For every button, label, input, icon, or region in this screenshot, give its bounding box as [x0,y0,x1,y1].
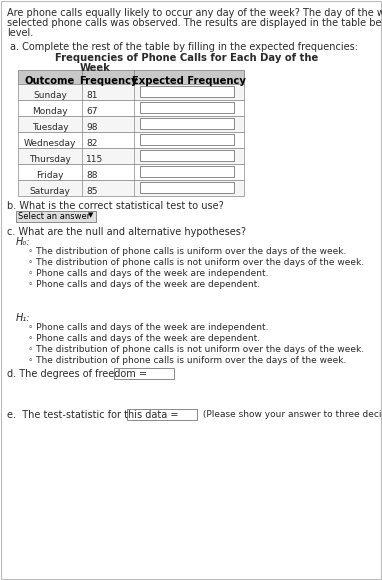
Bar [18,84,244,100]
Bar [18,164,244,180]
Text: e.  The test-statistic for this data =: e. The test-statistic for this data = [7,410,181,420]
Bar [18,132,244,148]
Text: selected phone calls was observed. The results are displayed in the table below.: selected phone calls was observed. The r… [7,18,382,28]
Text: Select an answer: Select an answer [18,212,90,221]
Bar [140,182,234,193]
Bar [140,134,234,145]
Text: 67: 67 [86,107,97,116]
Bar [140,86,234,97]
Text: Frequency: Frequency [79,76,137,86]
Text: Outcome: Outcome [25,76,75,86]
Text: d. The degrees of freedom =: d. The degrees of freedom = [7,369,150,379]
Text: Expected Frequency: Expected Frequency [132,76,246,86]
Text: Monday: Monday [32,107,68,116]
Bar [18,148,244,164]
Text: ◦ Phone calls and days of the week are independent.: ◦ Phone calls and days of the week are i… [28,269,269,278]
Bar [18,100,244,116]
Text: ◦ The distribution of phone calls is not uniform over the days of the week.: ◦ The distribution of phone calls is not… [28,345,364,354]
Text: a. Complete the rest of the table by filling in the expected frequencies:: a. Complete the rest of the table by fil… [10,42,358,52]
Text: ◦ The distribution of phone calls is uniform over the days of the week.: ◦ The distribution of phone calls is uni… [28,247,346,256]
Text: ◦ The distribution of phone calls is uniform over the days of the week.: ◦ The distribution of phone calls is uni… [28,356,346,365]
Bar [18,70,244,84]
Text: 81: 81 [86,91,97,100]
Bar [140,102,234,113]
Bar [114,368,174,379]
Text: (Please show your answer to three decimal places.): (Please show your answer to three decima… [200,410,382,419]
Bar [127,409,197,420]
Text: Tuesday: Tuesday [32,123,68,132]
Bar [18,116,244,132]
Text: 115: 115 [86,155,103,164]
Bar [18,180,244,196]
Text: H₁:: H₁: [16,313,31,323]
Text: Friday: Friday [36,171,64,180]
Text: c. What are the null and alternative hypotheses?: c. What are the null and alternative hyp… [7,227,246,237]
Text: Wednesday: Wednesday [24,139,76,148]
Text: Thursday: Thursday [29,155,71,164]
Text: ▼: ▼ [88,212,93,218]
Text: ◦ Phone calls and days of the week are dependent.: ◦ Phone calls and days of the week are d… [28,334,260,343]
Text: 82: 82 [86,139,97,148]
Text: H₀:: H₀: [16,237,31,247]
Text: Saturday: Saturday [29,187,70,196]
Text: b. What is the correct statistical test to use?: b. What is the correct statistical test … [7,201,224,211]
Text: ◦ Phone calls and days of the week are independent.: ◦ Phone calls and days of the week are i… [28,323,269,332]
Text: 85: 85 [86,187,97,196]
Bar [140,118,234,129]
Text: Are phone calls equally likely to occur any day of the week? The day of the week: Are phone calls equally likely to occur … [7,8,382,18]
Text: Sunday: Sunday [33,91,67,100]
Text: Week: Week [80,63,111,73]
Text: ◦ Phone calls and days of the week are dependent.: ◦ Phone calls and days of the week are d… [28,280,260,289]
Bar [140,166,234,177]
Bar [16,211,96,222]
Bar [140,150,234,161]
Text: 98: 98 [86,123,97,132]
Text: Frequencies of Phone Calls for Each Day of the: Frequencies of Phone Calls for Each Day … [55,53,318,63]
Text: 88: 88 [86,171,97,180]
Text: level.: level. [7,28,33,38]
Text: ◦ The distribution of phone calls is not uniform over the days of the week.: ◦ The distribution of phone calls is not… [28,258,364,267]
